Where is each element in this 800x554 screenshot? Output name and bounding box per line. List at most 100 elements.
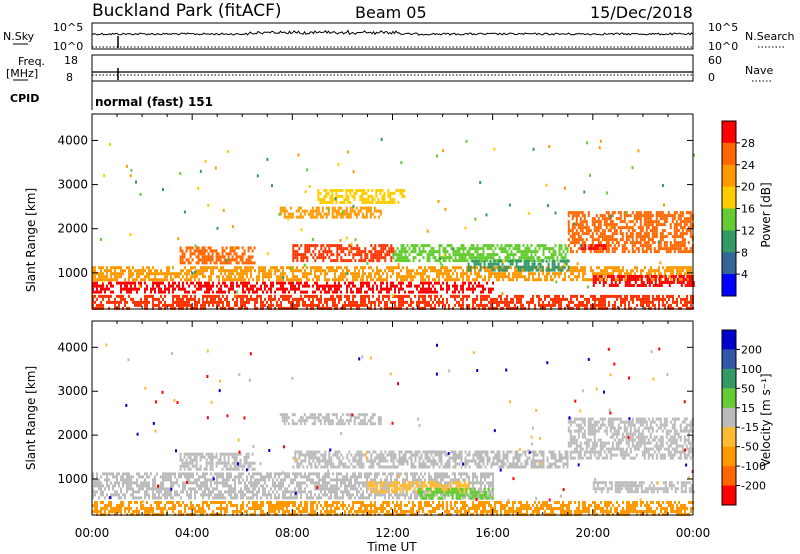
power-scatter-region	[92, 281, 494, 294]
velocity-colorbar-swatch	[722, 485, 736, 506]
power-data-layer	[92, 137, 695, 310]
power-scatter-region	[292, 244, 395, 263]
vel-scatter-region	[279, 413, 382, 426]
x-tick-label: 20:00	[576, 526, 611, 540]
power-y-tick-label: 3000	[57, 178, 88, 192]
x-tick-label: 00:00	[75, 526, 110, 540]
velocity-colorbar-swatch	[722, 427, 736, 448]
power-colorbar-tick-label: 16	[741, 203, 755, 216]
velocity-colorbar-tick-label: -200	[741, 480, 766, 493]
velocity-colorbar-tick-label: 200	[741, 343, 762, 356]
vel-scatter-region	[292, 450, 395, 469]
nsky-trace-line	[91, 29, 694, 36]
power-scatter-region	[179, 246, 256, 265]
power-colorbar: 28 24 20 16 12 8 4	[721, 120, 755, 297]
vel-sparse-points	[105, 343, 694, 504]
power-colorbar-swatch	[722, 186, 736, 209]
velocity-colorbar-tick-label: 15	[741, 402, 755, 415]
vel-scatter-region	[179, 452, 256, 471]
velocity-colorbar-tick-label: -50	[741, 441, 759, 454]
vel-scatter-region	[567, 417, 694, 460]
power-y-tick-label: 4000	[57, 133, 88, 147]
power-scatter-region	[279, 206, 382, 219]
power-scatter-region	[592, 275, 695, 287]
nsky-strip-frame	[91, 22, 694, 50]
velocity-colorbar-swatch	[722, 330, 736, 350]
power-colorbar-tick-label: 4	[741, 268, 748, 281]
velocity-colorbar-label: Velocity [m s⁻¹]	[759, 373, 773, 466]
x-tick-label: 00:00	[676, 526, 711, 540]
power-colorbar-swatch	[722, 208, 736, 231]
power-colorbar-tick-label: 20	[741, 181, 755, 194]
velocity-colorbar: 200 100 50 15 -15 -50 -100 -200	[721, 329, 766, 506]
beam-label: Beam 05	[355, 3, 427, 22]
freq-strip-frame	[91, 54, 694, 82]
velocity-colorbar-tick-label: -100	[741, 460, 766, 473]
velocity-colorbar-swatch	[722, 368, 736, 389]
power-colorbar-swatch	[722, 274, 736, 297]
vel-y-tick-label: 3000	[57, 384, 88, 398]
freq-label: Freq.	[18, 55, 45, 68]
power-colorbar-tick-label: 28	[741, 137, 755, 150]
power-y-axis-label: Slant Range [km]	[24, 188, 38, 292]
freq-unit-label: [MHz]	[6, 67, 38, 80]
power-y-tick-label: 2000	[57, 222, 88, 236]
velocity-colorbar-swatch	[722, 446, 736, 467]
cpid-label: CPID	[10, 92, 39, 105]
vel-y-tick-label: 2000	[57, 428, 88, 442]
x-tick-label: 04:00	[175, 526, 210, 540]
power-colorbar-swatch	[722, 142, 736, 166]
vel-scatter-region	[392, 450, 569, 469]
velocity-colorbar-swatch	[722, 466, 736, 486]
x-tick-label: 16:00	[475, 526, 510, 540]
power-scatter-region	[392, 244, 569, 263]
velocity-axes: 1000 2000 3000 4000	[57, 321, 694, 515]
power-colorbar-tick-label: 8	[741, 246, 748, 259]
power-colorbar-tick-label: 12	[741, 224, 755, 237]
cpid-value: normal (fast) 151	[95, 95, 213, 109]
vel-y-tick-label: 4000	[57, 340, 88, 354]
velocity-colorbar-swatch	[722, 407, 736, 428]
nsearch-top-tick: 10^5	[708, 21, 738, 34]
power-y-tick-label: 1000	[57, 266, 88, 280]
nsky-top-tick: 10^5	[53, 21, 83, 34]
x-tick-labels: 00:00 04:00 08:00 12:00 16:00 20:00 00:00	[75, 526, 711, 540]
power-scatter-region	[92, 294, 694, 310]
power-colorbar-swatch	[722, 164, 736, 188]
vel-scatter-region	[592, 481, 695, 494]
freq-top-tick: 18	[64, 54, 78, 67]
power-colorbar-label: Power [dB]	[759, 182, 773, 247]
date-label: 15/Dec/2018	[590, 3, 693, 22]
freq-bottom-tick: 8	[66, 71, 73, 84]
nsearch-label: N.Search	[745, 30, 795, 43]
velocity-data-layer	[92, 343, 695, 516]
velocity-colorbar-frame	[721, 329, 737, 506]
velocity-y-axis-label: Slant Range [km]	[24, 366, 38, 470]
x-axis-label: Time UT	[366, 540, 417, 554]
power-scatter-region	[317, 189, 406, 204]
power-colorbar-swatch	[722, 121, 736, 144]
power-colorbar-tick-label: 24	[741, 159, 755, 172]
velocity-colorbar-swatch	[722, 388, 736, 409]
power-colorbar-swatch	[722, 252, 736, 275]
nave-label: Nave	[745, 64, 773, 77]
x-tick-label: 08:00	[275, 526, 310, 540]
velocity-colorbar-tick-label: 100	[741, 363, 762, 376]
vel-scatter-region	[417, 487, 494, 500]
nsearch-bottom-tick: 10^0	[708, 40, 738, 53]
nsky-trace	[91, 29, 694, 36]
vel-y-tick-label: 1000	[57, 472, 88, 486]
x-tick-label: 12:00	[375, 526, 410, 540]
nave-bottom-tick: 0	[708, 71, 715, 84]
nsky-bottom-tick: 10^0	[53, 40, 83, 53]
velocity-colorbar-swatch	[722, 349, 736, 370]
power-colorbar-swatch	[722, 230, 736, 253]
power-scatter-region	[567, 211, 694, 254]
velocity-colorbar-tick-label: 50	[741, 382, 755, 395]
power-sparse-points	[99, 137, 695, 298]
nsky-label: N.Sky	[3, 30, 35, 43]
station-title: Buckland Park (fitACF)	[92, 1, 282, 21]
nave-top-tick: 60	[708, 54, 722, 67]
velocity-colorbar-tick-label: -15	[741, 421, 759, 434]
